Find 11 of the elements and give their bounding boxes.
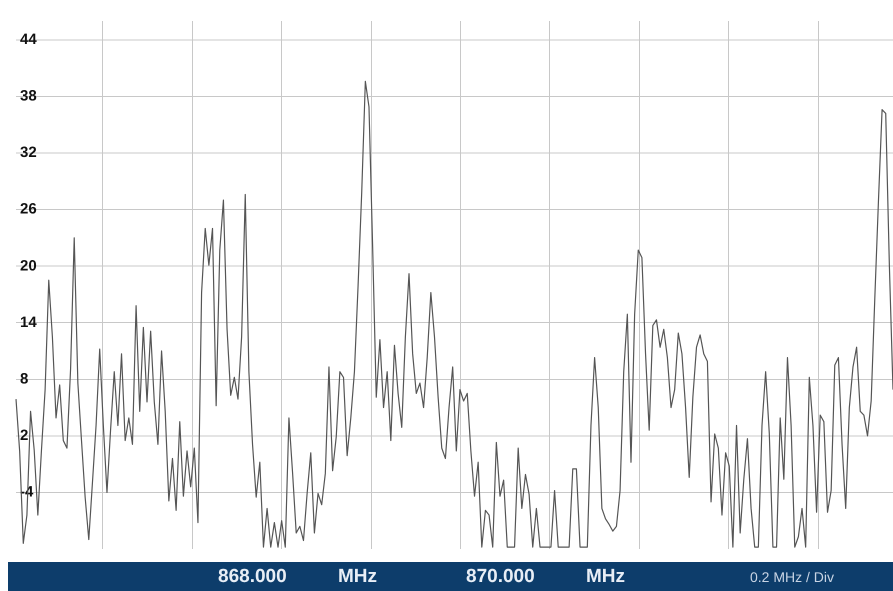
text: 868.000 MHz (218, 566, 378, 588)
y-tick-label: 2 (20, 427, 28, 444)
y-tick-label: 20 (20, 257, 37, 274)
text: 870.000 MHz (466, 566, 626, 588)
y-tick-label: 32 (20, 144, 37, 162)
y-tick-label: 26 (20, 200, 37, 218)
y-tick-label: 8 (20, 370, 28, 388)
y-tick-label: 44 (20, 31, 38, 48)
y-tick-label: 14 (20, 314, 38, 331)
y-tick-label: 38 (20, 88, 37, 105)
text: 0.2 MHz / Div (750, 569, 834, 585)
